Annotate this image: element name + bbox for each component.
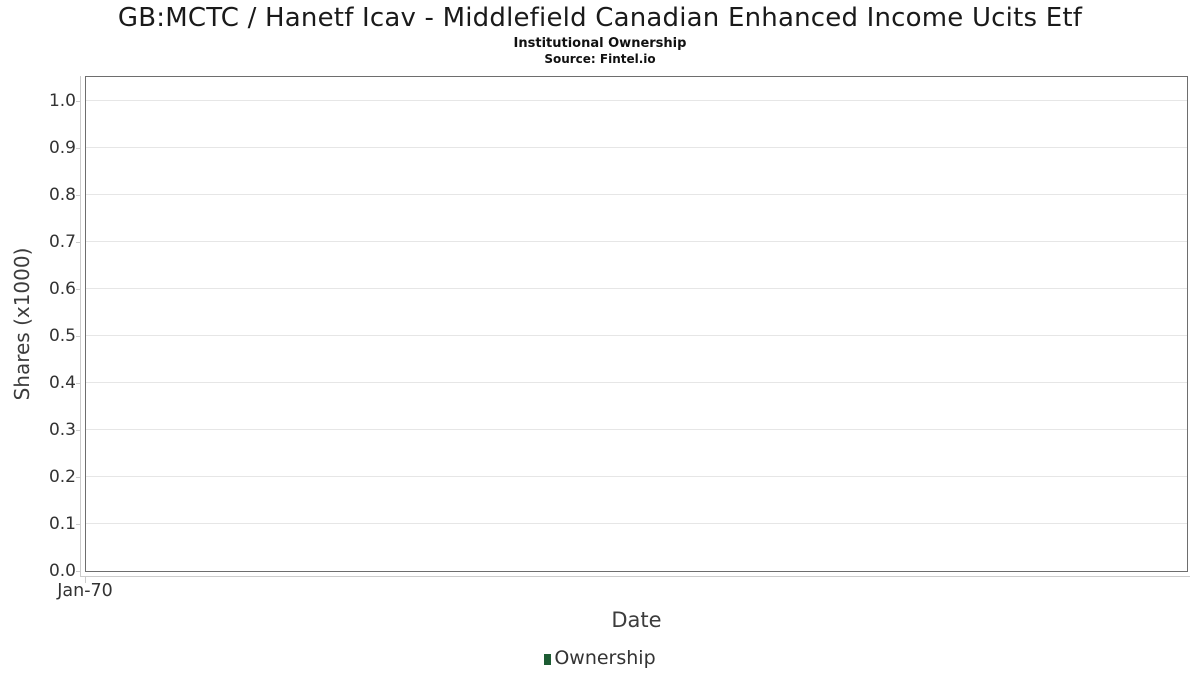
y-gridline: [86, 429, 1187, 431]
legend-item-ownership[interactable]: Ownership: [544, 647, 656, 669]
y-tick-mark: [76, 570, 81, 572]
y-gridline: [86, 241, 1187, 243]
y-axis-line: [80, 76, 81, 577]
y-gridline: [86, 147, 1187, 149]
y-tick-label: 0.7: [48, 231, 76, 252]
y-tick-label: 0.2: [48, 466, 76, 487]
x-tick-label: Jan-70: [57, 581, 113, 601]
y-tick-label: 0.3: [48, 419, 76, 440]
y-tick-mark: [76, 523, 81, 525]
legend-series-marker-icon: [544, 653, 552, 665]
y-tick-label: 0.6: [48, 278, 76, 299]
chart-subtitle: Institutional Ownership: [513, 36, 687, 51]
plot-area: [85, 76, 1188, 572]
y-tick-mark: [76, 335, 81, 337]
y-tick-mark: [76, 382, 81, 384]
y-tick-mark: [76, 429, 81, 431]
y-gridline: [86, 335, 1187, 337]
legend-label: Ownership: [554, 647, 656, 669]
y-tick-label: 1.0: [48, 90, 76, 111]
y-tick-label: 0.8: [48, 184, 76, 205]
y-tick-label: 0.4: [48, 372, 76, 393]
y-gridline: [86, 523, 1187, 525]
y-tick-label: 0.0: [48, 560, 76, 581]
y-gridline: [86, 100, 1187, 102]
y-tick-label: 0.5: [48, 325, 76, 346]
y-tick-mark: [76, 476, 81, 478]
y-axis-title: Shares (x1000): [10, 247, 34, 401]
y-gridline: [86, 194, 1187, 196]
y-gridline: [86, 476, 1187, 478]
y-tick-label: 0.9: [48, 137, 76, 158]
y-tick-mark: [76, 147, 81, 149]
y-tick-mark: [76, 194, 81, 196]
chart-title: GB:MCTC / Hanetf Icav - Middlefield Cana…: [117, 3, 1083, 33]
y-tick-label: 0.1: [48, 513, 76, 534]
x-axis-line: [80, 576, 1190, 577]
legend: Ownership: [0, 647, 1200, 669]
y-tick-mark: [76, 288, 81, 290]
chart-source-credit: Source: Fintel.io: [544, 52, 656, 66]
x-axis-title: Date: [611, 608, 662, 632]
x-tick-mark: [85, 577, 86, 583]
y-gridline: [86, 288, 1187, 290]
y-tick-mark: [76, 241, 81, 243]
y-tick-mark: [76, 100, 81, 102]
y-gridline: [86, 382, 1187, 384]
